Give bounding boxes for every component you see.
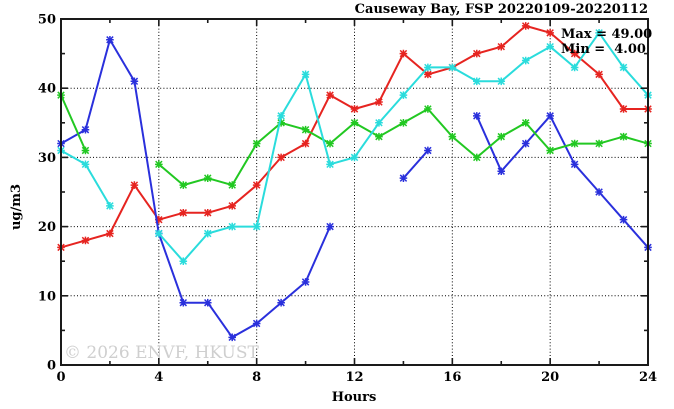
series-blue-line [60, 38, 649, 339]
y-tick-label: 40 [38, 82, 56, 97]
series-lines [57, 22, 652, 342]
y-tick-label: 50 [38, 13, 56, 28]
y-tick-label: 30 [38, 151, 56, 166]
chart-title: Causeway Bay, FSP 20220109-20220112 [355, 2, 648, 17]
y-tick-label: 0 [47, 359, 56, 374]
legend-max-label: Max = 49.00 [561, 27, 652, 42]
x-tick-label: 24 [639, 370, 657, 385]
x-tick-label: 4 [154, 370, 163, 385]
series-blue-markers [57, 35, 652, 342]
y-tick-label: 20 [38, 220, 56, 235]
x-tick-label: 8 [252, 370, 261, 385]
x-tick-label: 0 [56, 370, 65, 385]
series-blue [57, 35, 652, 342]
gridlines [61, 19, 648, 365]
y-tick-label: 10 [38, 289, 56, 304]
watermark: © 2026 ENVF, HKUST [64, 343, 259, 363]
y-axis-title: ug/m3 [9, 184, 24, 230]
legend-min-label: Min = 4.00 [561, 42, 646, 57]
plot-frame [60, 18, 649, 366]
x-tick-label: 12 [345, 370, 363, 385]
x-tick-label: 16 [443, 370, 461, 385]
x-axis-title: Hours [332, 390, 377, 405]
x-tick-label: 20 [541, 370, 559, 385]
axis-tick-labels: 0 4 8 12 16 20 24 0 10 20 30 40 50 [38, 13, 657, 386]
